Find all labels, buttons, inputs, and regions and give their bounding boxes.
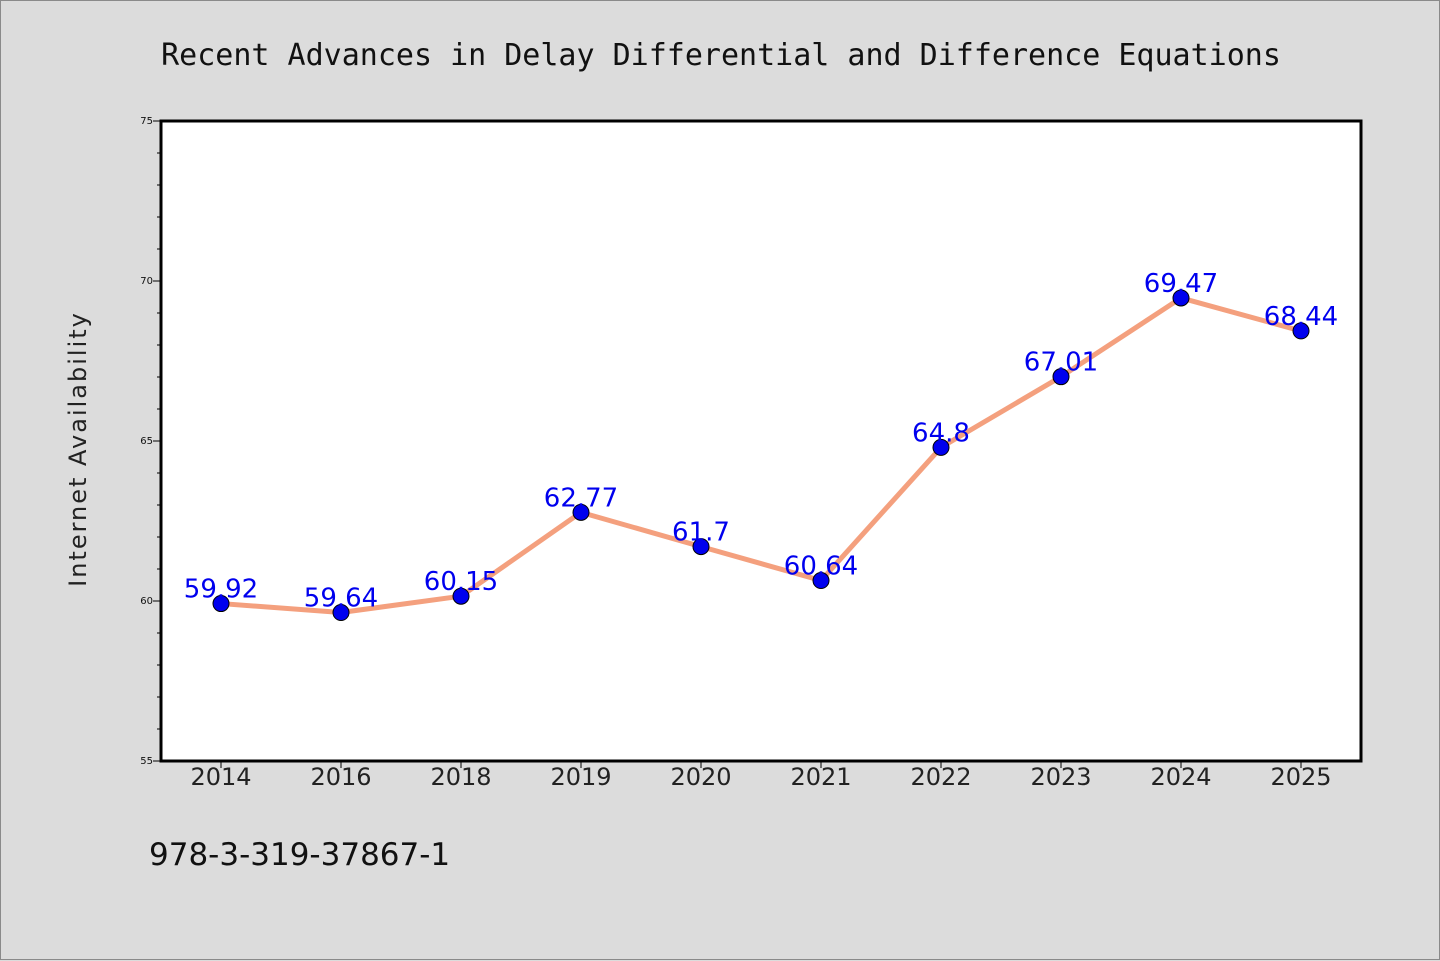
data-label: 59.64: [304, 584, 378, 614]
data-label: 60.64: [784, 552, 858, 582]
x-tick-label: 2024: [1150, 763, 1211, 791]
data-point: [1052, 368, 1070, 386]
series-line: [218, 295, 1304, 616]
data-point: [212, 595, 230, 613]
data-label: 59.92: [184, 575, 258, 605]
data-point: [1292, 322, 1310, 340]
y-axis-label: Internet Availability: [64, 311, 92, 587]
data-point: [1172, 289, 1190, 307]
x-tick-label: 2022: [910, 763, 971, 791]
data-point: [692, 538, 710, 556]
y-tick-label: 60: [140, 596, 153, 607]
footer-isbn: 978-3-319-37867-1: [149, 837, 450, 873]
data-point: [812, 572, 830, 590]
x-tick-label: 2019: [550, 763, 611, 791]
y-tick-label: 65: [140, 436, 153, 447]
data-point: [572, 503, 590, 521]
y-axis-ticks: 55 60 65 70 75: [140, 116, 161, 767]
x-tick-label: 2020: [670, 763, 731, 791]
data-label: 60.15: [424, 567, 498, 597]
y-tick-label: 55: [140, 756, 153, 767]
data-point: [452, 587, 470, 605]
series-markers: [212, 289, 1310, 622]
y-tick-label: 70: [140, 276, 153, 287]
y-tick-label: 75: [140, 116, 153, 127]
x-tick-label: 2025: [1270, 763, 1331, 791]
x-tick-label: 2021: [790, 763, 851, 791]
data-label: 68.44: [1264, 302, 1338, 332]
data-point: [932, 438, 950, 456]
plot-area: [159, 119, 1363, 763]
x-tick-label: 2014: [190, 763, 251, 791]
x-axis-ticks: 2014 2016 2018 2019 2020 2021 2022 2023 2024 2025: [190, 761, 1332, 791]
data-label: 62.77: [544, 483, 618, 513]
data-label: 67.01: [1024, 348, 1098, 378]
data-label: 64.8: [912, 418, 970, 448]
data-label: 61.7: [672, 518, 730, 548]
x-tick-label: 2018: [430, 763, 491, 791]
x-tick-label: 2016: [310, 763, 371, 791]
data-label: 69.47: [1144, 269, 1218, 299]
x-tick-label: 2023: [1030, 763, 1091, 791]
data-point: [332, 604, 350, 622]
data-labels: 59.92 59.64 60.15 62.77 61.7 60.64 64.8 67.01 69…: [184, 269, 1338, 614]
chart-title: Recent Advances in Delay Differential an…: [161, 38, 1281, 73]
